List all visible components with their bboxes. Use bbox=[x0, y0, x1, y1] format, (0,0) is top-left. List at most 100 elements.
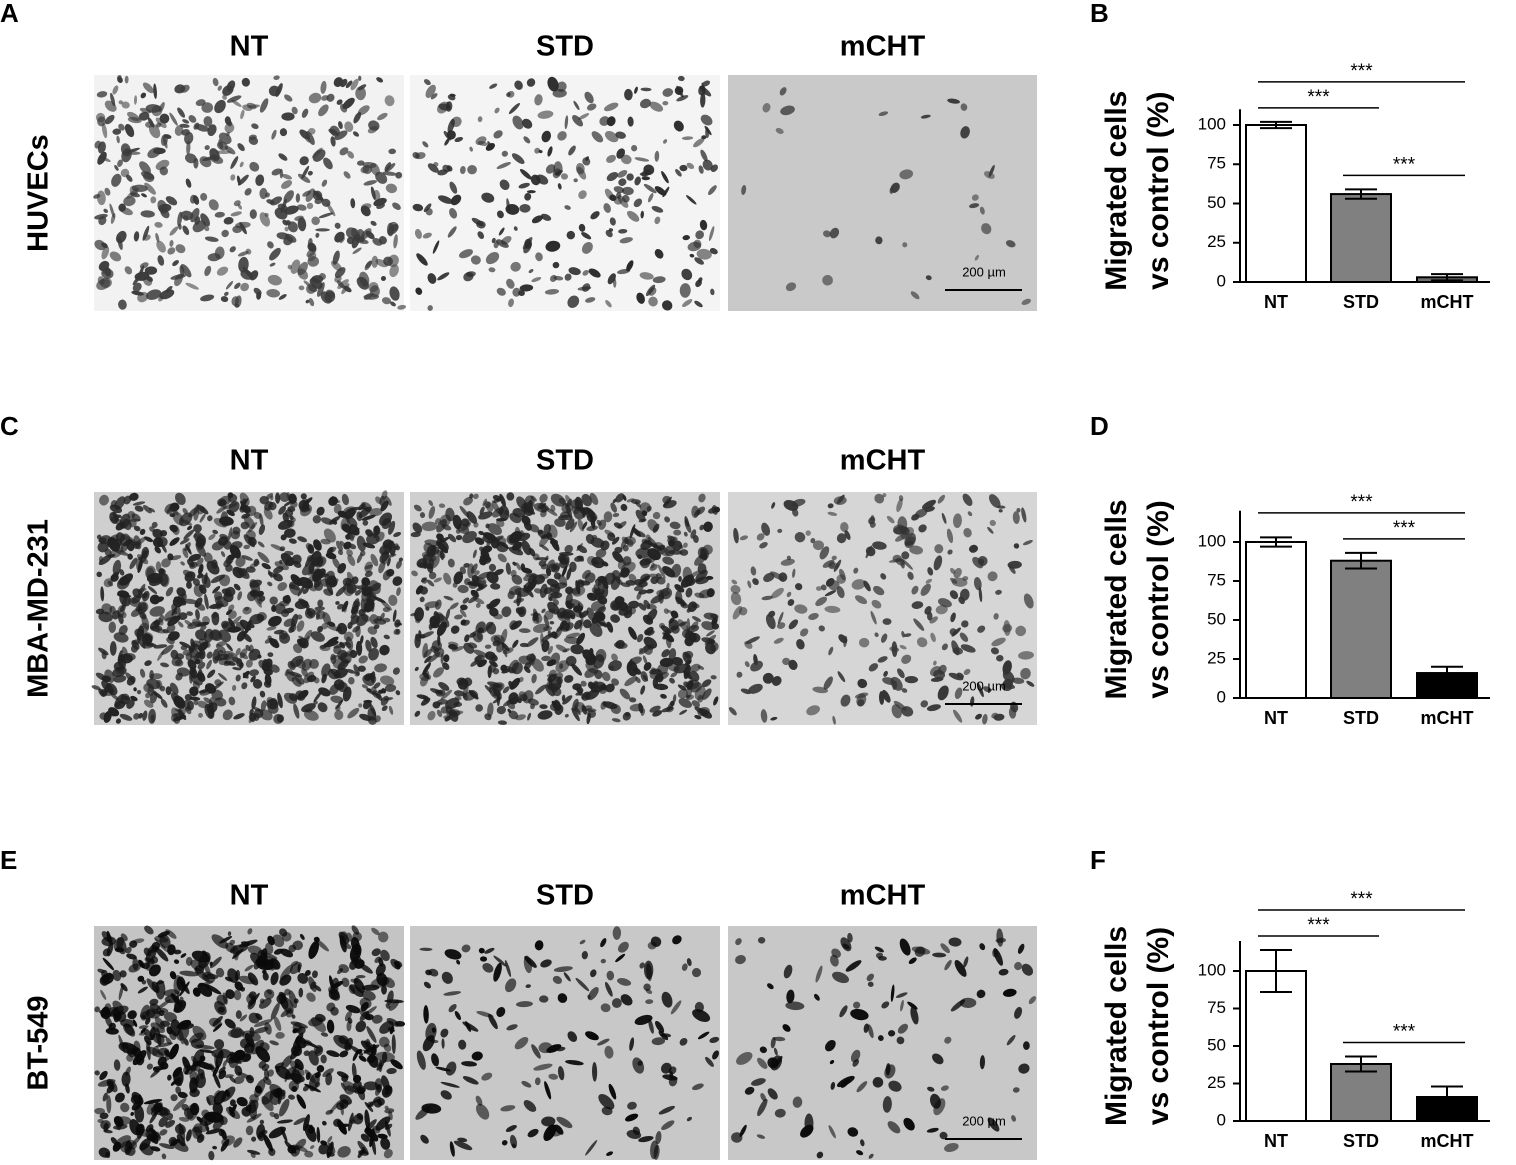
cell bbox=[307, 256, 320, 267]
cell bbox=[326, 93, 335, 102]
cell bbox=[279, 128, 288, 137]
cell bbox=[133, 231, 140, 242]
cell bbox=[105, 114, 115, 125]
y-axis-label: vs control (%) bbox=[1142, 500, 1175, 698]
bar bbox=[1330, 1063, 1392, 1122]
x-tick-label: NT bbox=[1264, 292, 1288, 312]
cell bbox=[224, 291, 229, 296]
cell bbox=[124, 75, 129, 84]
significance-label: *** bbox=[1350, 889, 1373, 910]
micrograph bbox=[410, 492, 720, 725]
cell bbox=[182, 119, 190, 124]
cell bbox=[631, 144, 638, 152]
micrograph bbox=[94, 925, 406, 1161]
y-axis-label: vs control (%) bbox=[1142, 91, 1175, 289]
cell bbox=[147, 147, 162, 159]
row-label: MBA-MD-231 bbox=[23, 519, 55, 698]
cell bbox=[430, 93, 438, 100]
cell bbox=[200, 294, 215, 302]
cell bbox=[449, 181, 458, 194]
cell bbox=[352, 247, 362, 255]
cell bbox=[124, 266, 133, 275]
row-label: HUVECs bbox=[23, 134, 55, 252]
x-tick-label: mCHT bbox=[1421, 292, 1474, 312]
cell bbox=[204, 236, 219, 242]
panel-letter: C bbox=[0, 411, 19, 441]
cell bbox=[249, 270, 259, 281]
image-header: STD bbox=[536, 31, 594, 63]
cell bbox=[384, 95, 395, 107]
cell bbox=[345, 80, 353, 89]
cell bbox=[146, 276, 153, 282]
cell bbox=[390, 301, 396, 307]
cell bbox=[132, 274, 142, 286]
cell bbox=[193, 122, 200, 130]
cell bbox=[530, 174, 541, 186]
cell bbox=[709, 248, 718, 255]
cell bbox=[422, 141, 429, 148]
significance-label: *** bbox=[1350, 61, 1373, 82]
cell bbox=[172, 260, 179, 267]
cell bbox=[682, 235, 690, 241]
image-header: STD bbox=[536, 880, 594, 912]
cell bbox=[371, 255, 379, 268]
y-tick-label: 25 bbox=[1207, 648, 1226, 667]
cell bbox=[654, 150, 660, 162]
cell bbox=[273, 75, 280, 80]
cell bbox=[165, 196, 178, 206]
cell bbox=[241, 77, 251, 87]
cell bbox=[230, 174, 236, 181]
cell bbox=[528, 268, 534, 274]
cell bbox=[301, 108, 309, 118]
cell bbox=[133, 95, 138, 105]
cell bbox=[323, 157, 333, 170]
cell bbox=[212, 77, 219, 87]
cell bbox=[639, 272, 654, 280]
cell bbox=[698, 277, 703, 283]
cell bbox=[318, 104, 329, 117]
cell bbox=[567, 295, 580, 308]
cell bbox=[235, 1010, 242, 1019]
cell bbox=[609, 217, 616, 226]
cell bbox=[581, 232, 592, 240]
cell bbox=[194, 216, 201, 225]
cell bbox=[352, 131, 360, 137]
x-tick-label: NT bbox=[1264, 1131, 1288, 1151]
y-tick-label: 75 bbox=[1207, 570, 1226, 589]
cell bbox=[307, 128, 316, 135]
panel-letter: F bbox=[1090, 845, 1106, 875]
cell bbox=[167, 247, 176, 255]
cell bbox=[101, 122, 108, 139]
y-tick-label: 50 bbox=[1207, 1035, 1226, 1054]
cell bbox=[494, 107, 500, 114]
micrograph bbox=[91, 490, 404, 725]
cell bbox=[226, 131, 230, 137]
y-tick-label: 100 bbox=[1198, 960, 1226, 979]
cell bbox=[370, 220, 377, 226]
cell bbox=[126, 174, 133, 182]
cell bbox=[698, 165, 704, 174]
cell bbox=[174, 273, 183, 287]
cell bbox=[318, 212, 334, 219]
cell bbox=[618, 178, 627, 187]
cell bbox=[305, 299, 310, 304]
cell bbox=[220, 296, 229, 303]
cell bbox=[449, 93, 456, 97]
cell bbox=[360, 228, 372, 240]
cell bbox=[654, 248, 664, 259]
cell bbox=[512, 115, 524, 130]
cell bbox=[186, 140, 191, 155]
cell bbox=[159, 289, 175, 300]
cell bbox=[255, 174, 265, 186]
cell bbox=[689, 253, 695, 258]
cell bbox=[343, 171, 351, 179]
cell bbox=[251, 123, 259, 130]
cell bbox=[140, 92, 147, 99]
cell bbox=[649, 101, 664, 112]
cell bbox=[377, 112, 388, 121]
cell bbox=[360, 203, 372, 210]
cell bbox=[117, 76, 123, 84]
cell bbox=[295, 193, 301, 203]
cell bbox=[459, 166, 466, 175]
cell bbox=[326, 203, 336, 217]
